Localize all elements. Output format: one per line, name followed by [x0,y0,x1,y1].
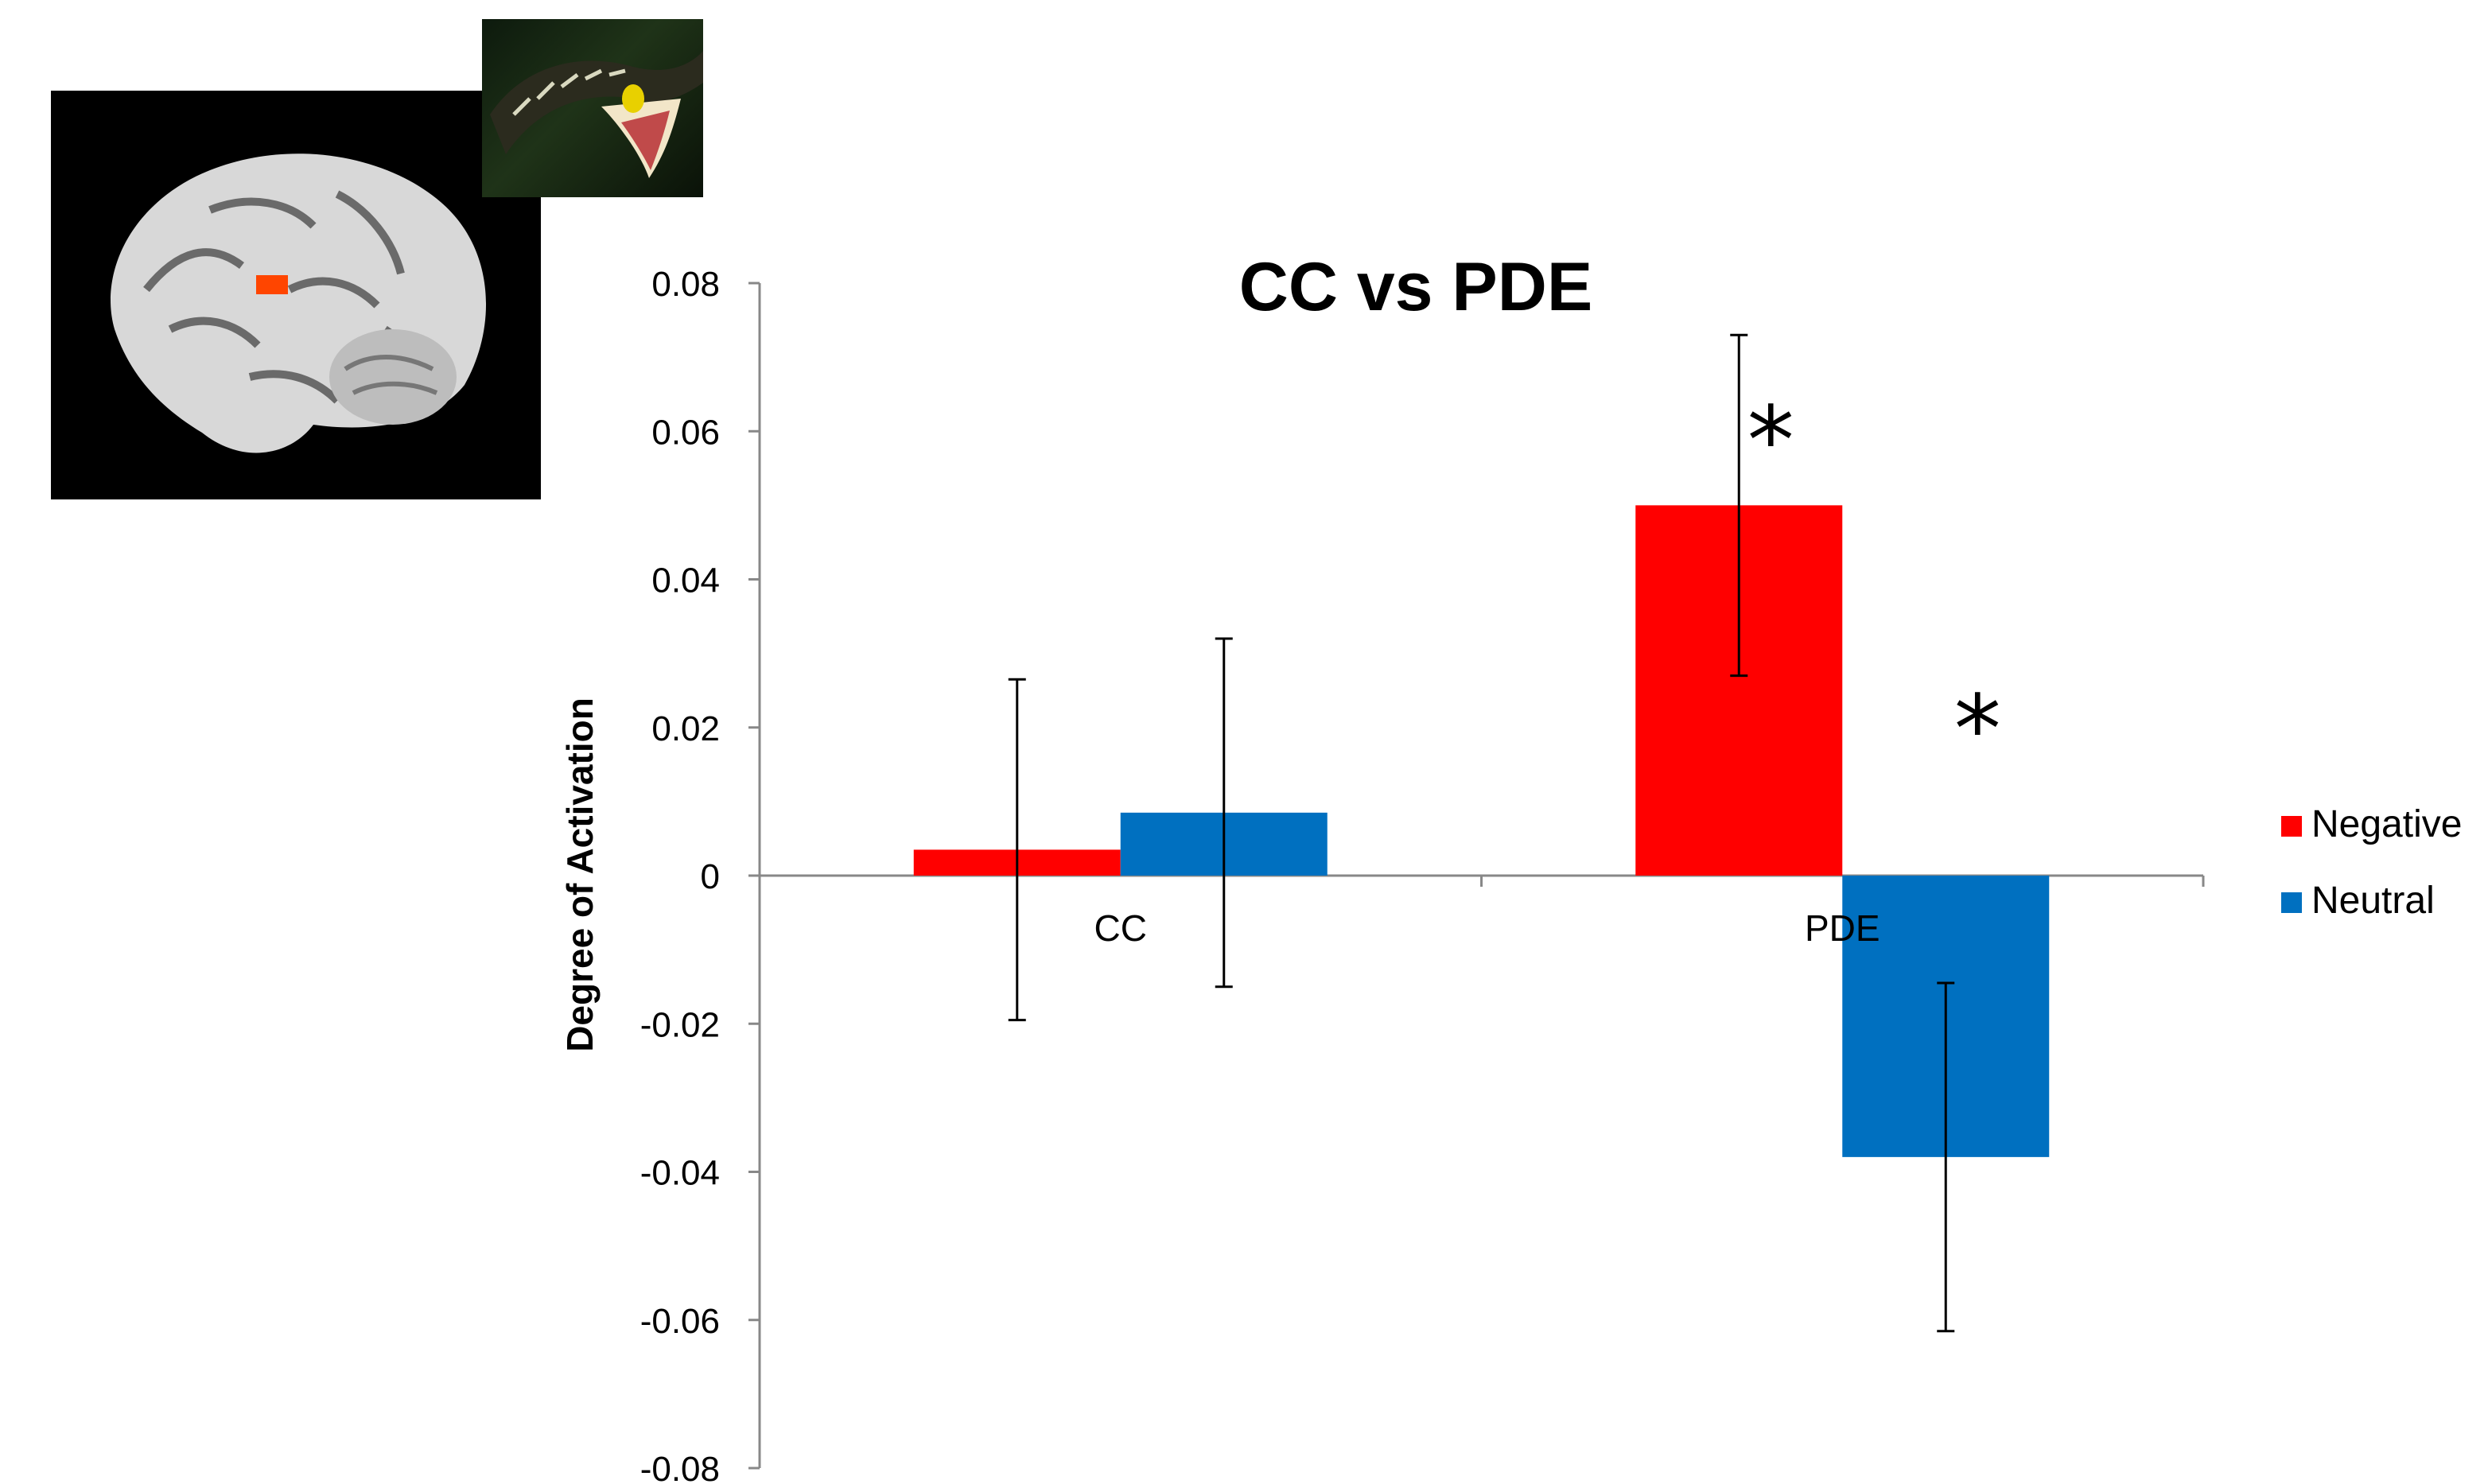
y-tick-label: 0.02 [651,709,720,748]
category-labels: CC PDE [1094,907,1880,949]
legend: Negative Neutral [2281,803,2462,922]
chart-title: CC vs PDE [1239,249,1593,325]
snake-scales [512,68,626,116]
snake-image [482,19,703,197]
y-tick-label: -0.04 [640,1154,720,1193]
snake-mouth-inner [621,111,670,170]
y-axis-label: Degree of Activation [559,697,601,1052]
y-tick-label: 0.04 [651,561,720,600]
legend-swatch-negative [2281,816,2302,837]
y-tick-label: 0.08 [651,265,720,304]
cerebellum-folds [344,355,438,395]
x-category-label: CC [1094,907,1147,949]
snake-body [490,51,703,154]
brain-scan-image [51,91,541,499]
snake-yellow-patch [622,84,644,113]
legend-label-neutral: Neutral [2311,880,2435,922]
significance-asterisk: * [1954,674,2001,783]
bars [913,505,2050,1157]
x-category-label: PDE [1805,907,1880,949]
activation-region [256,275,288,294]
brain-folds [143,190,437,404]
legend-swatch-neutral [2281,892,2302,913]
y-tick-label: -0.08 [640,1450,720,1484]
significance-asterisk: * [1747,385,1794,495]
legend-label-negative: Negative [2311,803,2462,845]
y-tick-label: -0.02 [640,1005,720,1044]
y-tick-label: 0.06 [651,413,720,452]
y-ticks: 0.08 0.06 0.04 0.02 0 -0.02 -0.04 -0.06 -0.08 [640,265,760,1484]
y-tick-label: -0.06 [640,1302,720,1341]
y-tick-label: 0 [701,857,720,896]
annotations: ** [1747,385,2001,783]
error-bars [1008,333,1955,1333]
cerebellum [329,329,457,425]
